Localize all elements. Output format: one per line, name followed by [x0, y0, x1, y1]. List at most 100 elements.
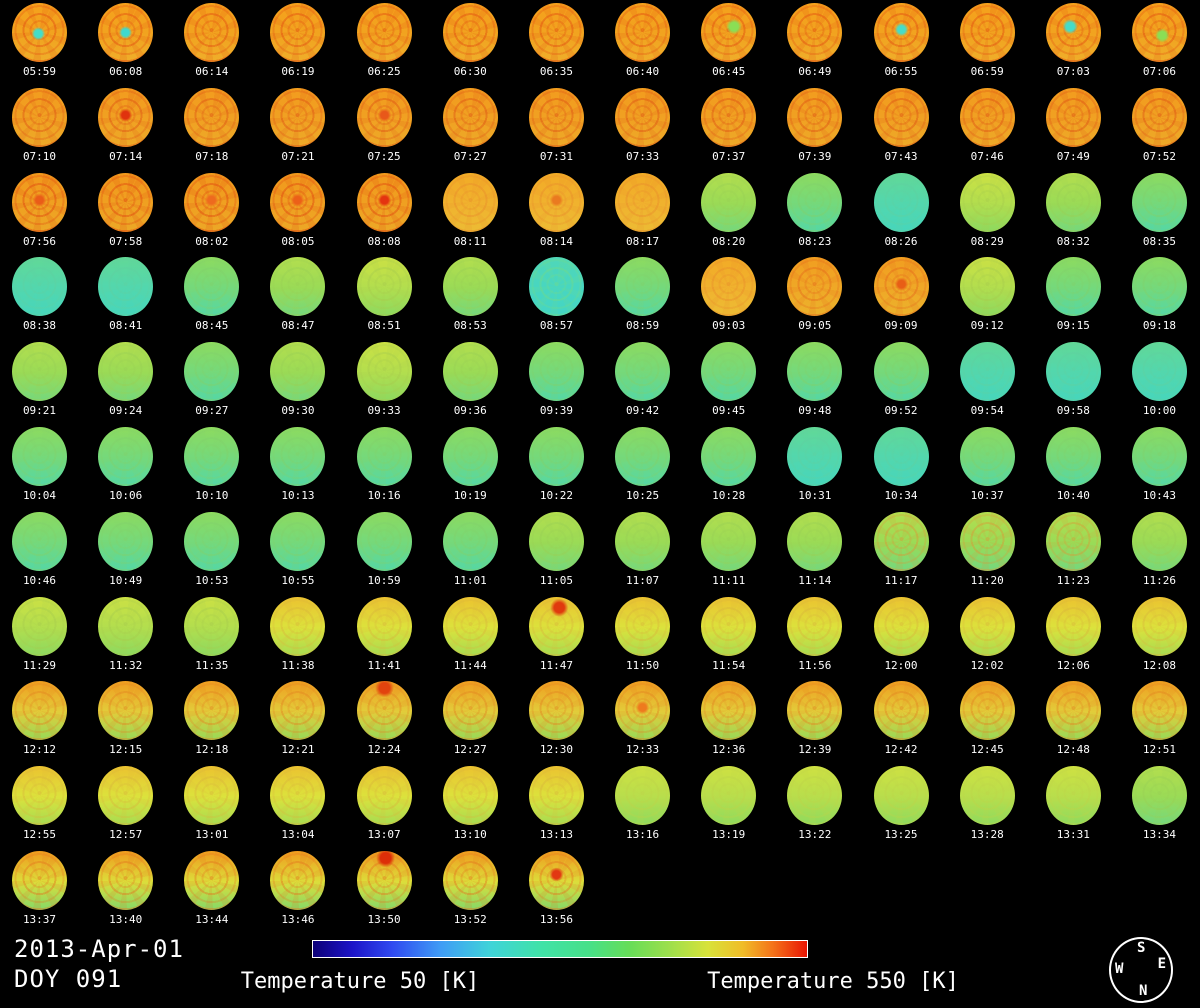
thermal-disk-image [701, 427, 757, 486]
frame-cell: 11:44 [439, 596, 501, 672]
frame-cell: 10:00 [1128, 342, 1190, 417]
thermal-disk-image [787, 596, 843, 656]
thermal-disk-image [615, 172, 671, 232]
frame-timestamp: 11:54 [712, 658, 746, 672]
thermal-disk-image [873, 427, 929, 486]
thermal-disk-image [12, 511, 67, 571]
frame-cell: 08:29 [956, 172, 1018, 248]
frame-timestamp: 10:06 [109, 489, 143, 502]
frame-timestamp: 09:58 [1056, 404, 1090, 418]
frame-cell: 09:33 [353, 342, 415, 417]
thermal-disk-image [98, 342, 154, 402]
frame-timestamp: 10:46 [22, 573, 57, 587]
frame-timestamp: 10:34 [884, 489, 918, 502]
thermal-disk-image [12, 596, 67, 656]
frame-cell: 10:25 [612, 427, 674, 502]
frame-timestamp: 11:32 [109, 658, 143, 672]
thermal-disk-image [184, 596, 240, 656]
frame-cell: 10:37 [956, 427, 1018, 502]
frame-cell: 12:48 [1042, 681, 1104, 756]
frame-timestamp: 12:21 [281, 743, 315, 757]
frame-timestamp: 13:04 [281, 828, 315, 842]
frame-timestamp: 08:29 [970, 234, 1004, 248]
frame-timestamp: 13:22 [798, 828, 832, 842]
frame-cell: 07:27 [439, 87, 501, 163]
frame-timestamp: 10:13 [281, 489, 315, 502]
thermal-disk-image [787, 681, 843, 741]
frame-timestamp: 07:43 [884, 149, 918, 163]
frame-timestamp: 07:37 [712, 149, 746, 163]
frame-cell: 13:01 [181, 766, 243, 841]
doy-label: DOY 091 [14, 965, 123, 993]
frame-timestamp: 08:53 [453, 319, 487, 333]
frame-timestamp: 08:20 [712, 234, 746, 248]
frame-cell: 07:52 [1128, 87, 1190, 163]
frame-cell: 13:28 [956, 766, 1018, 841]
thermal-disk-image [1045, 427, 1101, 486]
frame-timestamp: 12:42 [884, 743, 918, 757]
thermal-disk-image [615, 427, 671, 486]
frame-cell: 06:55 [870, 3, 932, 78]
frame-timestamp: 12:27 [453, 743, 487, 757]
frame-cell: 09:21 [9, 342, 71, 417]
frame-cell: 07:03 [1042, 3, 1104, 78]
frame-timestamp: 08:17 [625, 234, 660, 248]
frame-cell: 09:15 [1042, 257, 1104, 332]
thermal-disk-image [270, 511, 326, 571]
frame-timestamp: 09:39 [539, 404, 573, 418]
frame-cell: 12:42 [870, 681, 932, 756]
thermal-disk-image [98, 511, 154, 571]
thermal-disk-image [270, 87, 326, 147]
frame-timestamp: 12:00 [884, 658, 918, 672]
frame-cell: 11:20 [956, 511, 1018, 587]
frame-timestamp: 11:07 [625, 573, 660, 587]
frame-cell: 12:57 [95, 766, 157, 841]
frame-cell: 07:14 [95, 87, 157, 163]
thermal-disk-image [787, 257, 843, 317]
frame-timestamp: 07:25 [367, 149, 401, 163]
frame-timestamp: 12:18 [195, 743, 229, 757]
frame-cell: 10:10 [181, 427, 243, 502]
frame-timestamp: 09:12 [970, 319, 1004, 333]
frame-cell: 08:20 [698, 172, 760, 248]
frame-timestamp: 10:37 [970, 489, 1004, 502]
frame-cell: 11:32 [95, 596, 157, 672]
thermal-disk-image [873, 87, 929, 147]
thermal-disk-image [270, 172, 326, 232]
thermal-disk-image [356, 596, 412, 656]
frame-timestamp: 06:30 [453, 65, 487, 78]
frame-timestamp: 12:02 [970, 658, 1004, 672]
date-block: 2013-Apr-01 DOY 091 [14, 934, 184, 994]
frame-timestamp: 10:22 [539, 489, 573, 502]
frame-timestamp: 09:48 [798, 404, 832, 418]
thermal-disk-image [959, 766, 1015, 826]
frame-timestamp: 12:39 [798, 743, 832, 757]
frame-timestamp: 10:49 [109, 573, 143, 587]
frame-cell: 07:25 [353, 87, 415, 163]
frame-timestamp: 08:59 [625, 319, 660, 333]
thermal-disk-image [442, 596, 498, 656]
frame-cell: 13:37 [9, 851, 71, 926]
frame-cell: 11:54 [698, 596, 760, 672]
frame-cell: 13:07 [353, 766, 415, 841]
frame-cell: 07:46 [956, 87, 1018, 163]
frame-cell: 08:14 [525, 172, 587, 248]
thermal-disk-image [98, 851, 154, 910]
frame-cell: 08:11 [439, 172, 501, 248]
frame-timestamp: 13:31 [1056, 828, 1090, 842]
frame-timestamp: 11:41 [367, 658, 401, 672]
thermal-disk-image [442, 172, 498, 232]
frame-timestamp: 09:33 [367, 404, 401, 418]
frame-cell: 10:40 [1042, 427, 1104, 502]
frame-cell: 12:00 [870, 596, 932, 672]
thermal-disk-image [356, 851, 412, 910]
frame-timestamp: 08:02 [195, 234, 229, 248]
thermal-disk-image [873, 3, 929, 62]
frame-timestamp: 11:05 [539, 573, 573, 587]
frame-timestamp: 13:37 [22, 913, 57, 926]
frame-cell: 09:48 [784, 342, 846, 417]
thermal-disk-image [12, 681, 67, 741]
thermal-disk-image [615, 342, 671, 402]
frame-cell: 11:56 [784, 596, 846, 672]
frame-timestamp: 10:19 [453, 489, 487, 502]
